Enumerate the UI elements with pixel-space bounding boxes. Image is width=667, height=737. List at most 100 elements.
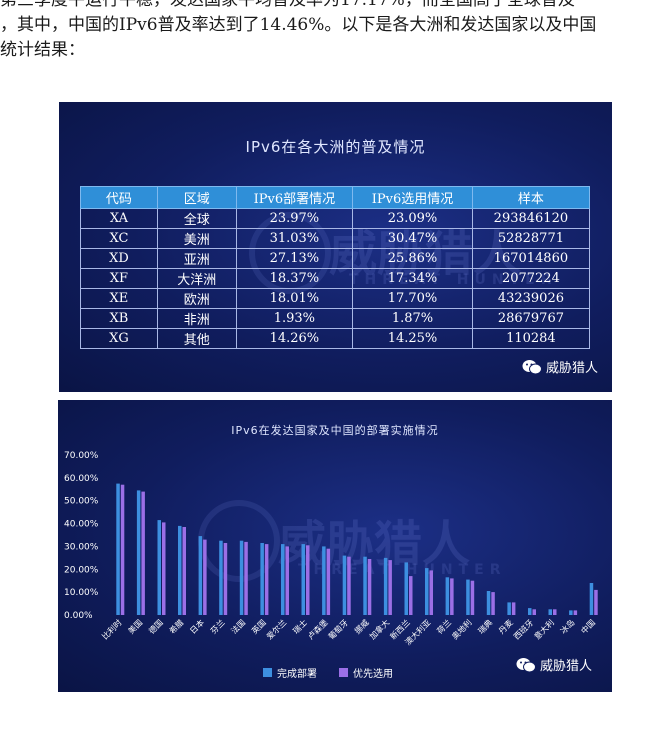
table-row: XF 大洋洲 18.37% 17.34% 2077224 xyxy=(80,268,591,289)
bar-deploy xyxy=(589,583,594,615)
bar-select xyxy=(470,580,475,615)
bar-deploy xyxy=(383,557,388,615)
bar-select xyxy=(223,543,228,615)
bar-deploy xyxy=(486,591,491,615)
cell-code: XA xyxy=(80,208,158,229)
legend-item-deploy: 完成部署 xyxy=(263,665,317,680)
brand-name: 威胁猎人 xyxy=(545,361,598,376)
bar-deploy xyxy=(116,483,120,615)
table-row: XC 美洲 31.03% 30.47% 52828771 xyxy=(80,228,591,249)
bar-select xyxy=(511,602,516,615)
x-tick-label: 荷兰 xyxy=(435,617,453,635)
table-header-row: 代码 区域 IPv6部署情况 IPv6选用情况 样本 xyxy=(80,186,591,209)
bar-deploy xyxy=(425,568,429,615)
y-tick-label: 50.00% xyxy=(64,497,99,507)
table-row: XB 非洲 1.93% 1.87% 28679767 xyxy=(80,308,591,329)
x-tick-label: 葡萄牙 xyxy=(326,617,350,641)
cell-sample: 293846120 xyxy=(471,208,591,229)
chart-legend: 完成部署 优先选用 xyxy=(263,665,393,680)
bar-select xyxy=(306,545,310,615)
cell-code: XE xyxy=(80,288,158,309)
x-tick-label: 挪威 xyxy=(352,617,370,635)
x-tick-label: 芬兰 xyxy=(208,617,226,635)
bar-deploy xyxy=(157,520,161,615)
bar-select xyxy=(264,544,269,615)
cell-select: 30.47% xyxy=(352,228,473,249)
x-tick-label: 英国 xyxy=(249,617,267,635)
bar-deploy xyxy=(239,540,244,615)
bar-deploy xyxy=(404,562,408,615)
cell-deploy: 1.93% xyxy=(235,308,354,329)
cell-code: XG xyxy=(80,328,158,349)
bar-select xyxy=(367,559,372,615)
cell-region: 亚洲 xyxy=(156,248,237,269)
header-deploy: IPv6部署情况 xyxy=(235,186,354,209)
deployment-bar-chart: 0.00% 10.00% 20.00% 30.00% 40.00% 50.00% 60.00… xyxy=(64,451,598,647)
y-tick-label: 0.00% xyxy=(64,611,93,621)
x-tick-label: 瑞典 xyxy=(476,617,494,635)
cell-sample: 110284 xyxy=(471,328,591,349)
bar-select xyxy=(594,589,598,615)
x-tick-label: 比利时 xyxy=(100,617,124,641)
wechat-icon xyxy=(516,657,536,673)
cell-select: 23.09% xyxy=(352,208,473,229)
x-tick-label: 意大利 xyxy=(532,617,556,641)
bar-deploy xyxy=(219,540,223,615)
cell-region: 非洲 xyxy=(156,308,237,329)
bar-select xyxy=(285,546,289,615)
x-tick-label: 中国 xyxy=(579,617,597,635)
header-sample: 样本 xyxy=(471,186,591,209)
bar-select xyxy=(326,548,331,615)
y-tick-label: 40.00% xyxy=(64,520,99,530)
cell-region: 美洲 xyxy=(156,228,237,249)
brand-badge: 威胁猎人 xyxy=(516,655,592,674)
cell-sample: 28679767 xyxy=(471,308,591,329)
bar-deploy xyxy=(322,546,326,615)
article-line: 第三季度平运行平稳，发达国家平均普及率为17.17%，而全国高于全球普及 xyxy=(0,0,575,10)
bar-deploy xyxy=(445,577,450,615)
x-tick-label: 西班牙 xyxy=(511,617,535,641)
cell-sample: 2077224 xyxy=(471,268,591,289)
x-tick-label: 冰岛 xyxy=(558,617,576,635)
legend-item-select: 优先选用 xyxy=(339,665,393,680)
y-tick-label: 70.00% xyxy=(64,451,99,461)
bar-select xyxy=(162,522,166,615)
bar-select xyxy=(409,576,413,615)
bar-select xyxy=(553,609,557,615)
bar-select xyxy=(429,570,433,615)
y-tick-label: 10.00% xyxy=(64,588,99,598)
bar-select xyxy=(244,541,248,615)
bar-select xyxy=(573,610,578,615)
cell-sample: 52828771 xyxy=(471,228,591,249)
y-tick-label: 30.00% xyxy=(64,542,99,552)
x-tick-label: 卢森堡 xyxy=(305,617,329,641)
header-region: 区域 xyxy=(156,186,237,209)
wechat-icon xyxy=(522,359,542,375)
panel-title: IPv6在各大洲的普及情况 xyxy=(245,138,426,156)
bar-deploy xyxy=(178,525,182,615)
cell-code: XD xyxy=(80,248,158,269)
cell-select: 17.70% xyxy=(352,288,473,309)
x-tick-label: 加拿大 xyxy=(367,617,391,641)
legend-swatch-select xyxy=(339,668,348,677)
cell-region: 全球 xyxy=(156,208,237,229)
cell-deploy: 18.01% xyxy=(235,288,354,309)
cell-deploy: 14.26% xyxy=(235,328,354,349)
x-tick-label: 德国 xyxy=(146,617,164,635)
chart-title: IPv6在发达国家及中国的部署实施情况 xyxy=(231,424,439,437)
bar-deploy xyxy=(528,608,532,615)
cell-select: 1.87% xyxy=(352,308,473,329)
cell-sample: 167014860 xyxy=(471,248,591,269)
y-tick-label: 20.00% xyxy=(64,565,99,575)
article-line: ，其中，中国的IPv6普及率达到了14.46%。以下是各大洲和发达国家以及中国 xyxy=(0,15,597,35)
cell-region: 大洋洲 xyxy=(156,268,237,289)
cell-code: XC xyxy=(80,228,158,249)
header-select: IPv6选用情况 xyxy=(352,186,473,209)
bar-select xyxy=(491,592,495,615)
brand-name: 威胁猎人 xyxy=(539,659,592,674)
x-tick-label: 爱尔兰 xyxy=(264,617,288,641)
bar-deploy xyxy=(507,602,511,615)
article-line: 统计结果： xyxy=(0,40,85,60)
bar-deploy xyxy=(136,490,141,615)
table-row: XE 欧洲 18.01% 17.70% 43239026 xyxy=(80,288,591,309)
